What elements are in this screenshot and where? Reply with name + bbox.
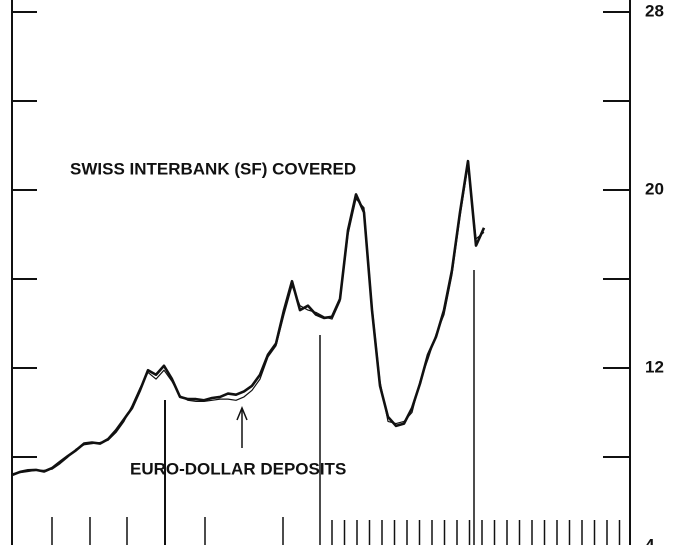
y-tick-label: 28 [645,1,664,20]
bottom-ticks [51,517,621,545]
annotation: EURO-DOLLAR DEPOSITS [130,459,346,478]
data-line [11,164,485,475]
annotation: SWISS INTERBANK (SF) COVERED [70,159,356,178]
data-line [11,159,486,477]
y-tick-label: 4 [645,535,655,545]
arrow-head [236,406,248,421]
y-tick-label: 20 [645,179,664,198]
y-tick-label: 12 [645,357,664,376]
